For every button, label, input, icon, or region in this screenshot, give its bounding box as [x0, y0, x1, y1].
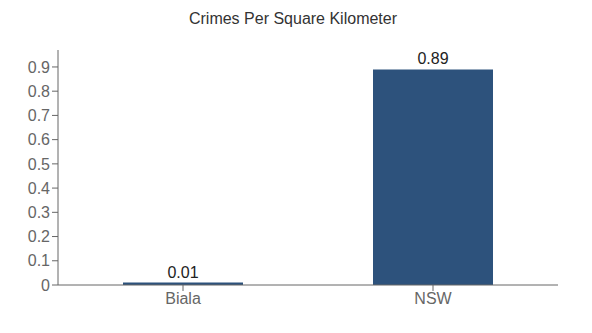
svg-text:0.01: 0.01	[167, 264, 198, 281]
html-text:Crimes Per Square Kilometer: Crimes Per Square Kilometer	[189, 10, 397, 27]
svg-text:0.1: 0.1	[28, 252, 50, 269]
svg-text:0.2: 0.2	[28, 228, 50, 245]
svg-text:0.5: 0.5	[28, 156, 50, 173]
svg-text:0: 0	[41, 277, 50, 294]
svg-text:0.89: 0.89	[417, 50, 448, 67]
svg-text:0.3: 0.3	[28, 204, 50, 221]
svg-text:0.9: 0.9	[28, 59, 50, 76]
svg-text:0.8: 0.8	[28, 83, 50, 100]
svg-text:0.7: 0.7	[28, 107, 50, 124]
svg-text:NSW: NSW	[414, 290, 452, 307]
svg-text:0.6: 0.6	[28, 131, 50, 148]
svg-text:0.4: 0.4	[28, 180, 50, 197]
svg-text:Biala: Biala	[165, 290, 201, 307]
